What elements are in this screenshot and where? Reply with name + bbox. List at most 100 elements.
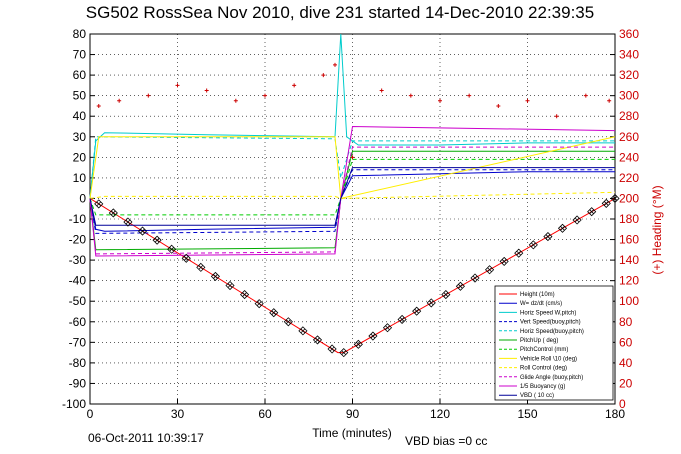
depth-marker: [426, 298, 436, 308]
heading-point: [333, 62, 337, 67]
legend-label: PitchUp ( deg): [520, 338, 558, 344]
depth-marker: [557, 223, 568, 233]
y2-tick-label: 120: [619, 274, 639, 288]
y2-tick-label: 20: [619, 376, 633, 390]
y2-tick-label: 360: [619, 27, 639, 41]
depth-marker: [196, 262, 206, 272]
x-tick-label: 180: [605, 407, 625, 421]
depth-markers: [94, 193, 620, 358]
depth-marker: [240, 290, 250, 300]
depth-marker: [601, 198, 611, 208]
y2-tick-label: 280: [619, 109, 639, 123]
heading-point: [467, 93, 472, 98]
depth-marker: [225, 280, 235, 291]
depth-marker: [368, 331, 378, 341]
y2-tick-label: 180: [619, 212, 639, 226]
legend-label: 1/5 Buoyancy (g): [520, 384, 565, 390]
series-line: [89, 136, 616, 200]
heading-point: [292, 83, 297, 88]
y2-tick-label: 340: [619, 48, 639, 62]
y-tick-label: -60: [69, 315, 87, 329]
depth-marker: [485, 265, 495, 275]
depth-marker: [108, 208, 118, 218]
series-line: [89, 33, 615, 199]
y-tick-label: -30: [69, 253, 87, 267]
depth-marker: [455, 281, 465, 291]
y-tick-label: 20: [73, 150, 87, 164]
vbd-bias-note: VBD bias =0 cc: [405, 434, 487, 448]
series-line: [89, 158, 615, 216]
heading-point: [204, 88, 209, 93]
chart-title: SG502 RossSea Nov 2010, dive 231 started…: [86, 3, 594, 22]
x-tick-label: 30: [171, 407, 185, 421]
y-tick-label: -10: [69, 212, 87, 226]
y2-tick-label: 260: [619, 130, 639, 144]
depth-marker: [254, 299, 264, 309]
depth-marker: [543, 232, 553, 242]
heading-points: [96, 62, 612, 160]
heading-point: [554, 114, 559, 119]
y2-tick-label: 80: [619, 315, 633, 329]
legend-label: Vehicle Roll \10 (deg): [520, 356, 577, 362]
y-tick-label: -50: [69, 294, 87, 308]
legend-label: W= dz/dt (cm/s): [520, 301, 562, 307]
depth-marker: [167, 244, 177, 254]
y-tick-label: -40: [69, 274, 87, 288]
y2-tick-label: 140: [619, 253, 639, 267]
heading-point: [496, 103, 501, 108]
depth-marker: [382, 323, 393, 333]
y2-tick-label: 100: [619, 294, 639, 308]
y2-tick-label: 220: [619, 171, 639, 185]
y2-tick-label: 0: [619, 397, 626, 411]
series-line: [89, 136, 615, 199]
x-axis-label: Time (minutes): [312, 426, 392, 440]
depth-marker: [210, 271, 220, 282]
depth-marker: [123, 217, 133, 227]
y2-tick-label: 40: [619, 356, 633, 370]
heading-point: [350, 155, 355, 160]
y2-tick-label: 200: [619, 191, 639, 205]
legend-label: Glide Angle (buoy,pitch): [520, 375, 583, 381]
heading-point: [438, 98, 442, 103]
legend-box: [494, 285, 614, 401]
y-tick-label: 60: [73, 68, 87, 82]
depth-marker: [441, 290, 451, 300]
x-tick-label: 0: [87, 407, 94, 421]
depth-marker: [137, 226, 148, 236]
left-axis-ticks: -100-90-80-70-60-50-40-30-20-10010203040…: [62, 27, 95, 411]
y-tick-label: 50: [73, 89, 87, 103]
heading-point: [379, 88, 384, 93]
legend-label: Height (10m): [520, 292, 555, 298]
heading-point: [117, 98, 122, 103]
heading-point: [146, 93, 151, 98]
y-tick-label: 70: [73, 48, 87, 62]
depth-marker: [269, 308, 279, 318]
x-tick-label: 150: [517, 407, 537, 421]
legend-label: Roll Control (deg): [520, 366, 567, 372]
grid-lines: [90, 34, 615, 404]
y-tick-label: -20: [69, 233, 87, 247]
y-tick-label: -90: [69, 376, 87, 390]
y-tick-label: 80: [73, 27, 87, 41]
depth-marker: [181, 253, 191, 263]
depth-marker: [353, 339, 363, 349]
footer-date: 06-Oct-2011 10:39:17: [88, 431, 204, 445]
depth-marker: [572, 215, 582, 225]
y2-tick-label: 320: [619, 68, 639, 82]
depth-marker: [94, 199, 104, 209]
y2-tick-label: 160: [619, 233, 639, 247]
depth-marker: [470, 273, 480, 283]
y-tick-label: -100: [62, 397, 86, 411]
depth-marker: [412, 306, 422, 316]
series-line: [89, 169, 615, 234]
y2-tick-label: 60: [619, 335, 633, 349]
legend-label: VBD ( 10 cc): [520, 393, 554, 399]
depth-marker: [327, 344, 337, 354]
depth-marker: [283, 317, 293, 327]
series-line: [89, 191, 616, 199]
heading-point: [233, 98, 238, 103]
heading-point: [96, 103, 101, 108]
heading-point: [525, 98, 530, 103]
depth-marker: [397, 314, 407, 325]
